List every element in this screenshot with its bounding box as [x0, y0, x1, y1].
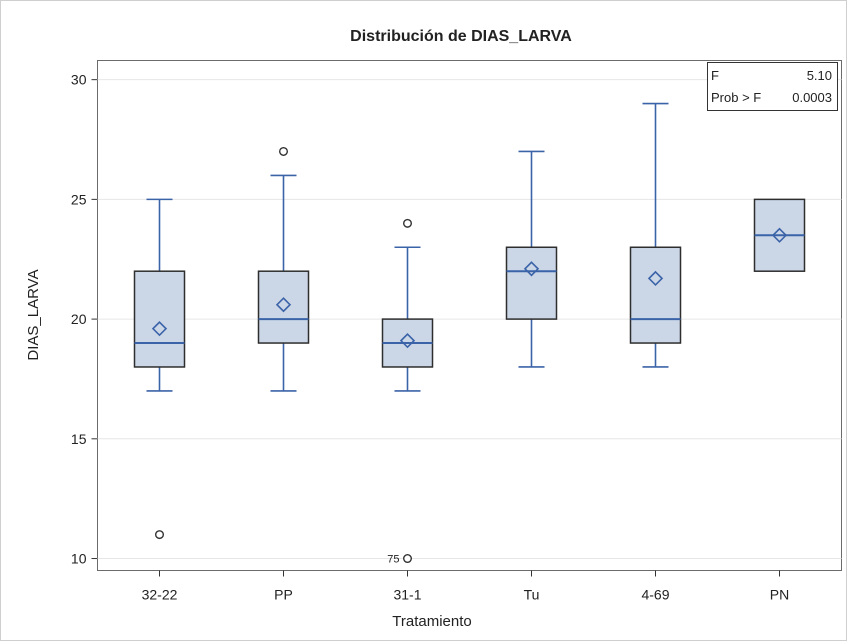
outlier-PP-0: [279, 146, 289, 156]
box-Tu: [505, 246, 558, 320]
y-tick-label-25: 25: [71, 191, 87, 207]
chart-title: Distribución de DIAS_LARVA: [350, 28, 572, 45]
x-axis: 32-22 PP 31-1 Tu 4-69 PN: [142, 570, 789, 603]
x-tick-label-Tu: Tu: [524, 587, 540, 603]
y-axis: 10 15 20 25 30: [71, 72, 98, 567]
x-tick-label-32-22: 32-22: [142, 587, 178, 603]
y-tick-label-10: 10: [71, 551, 87, 567]
box-group-31-1: 75: [381, 218, 434, 566]
outlier-label-31-1-1: 75: [387, 554, 399, 566]
stats-inset: F 5.10 Prob > F 0.0003: [707, 62, 838, 111]
mean-marker-4-69: [647, 270, 664, 287]
mean-marker-Tu: [523, 261, 540, 277]
stats-inset-box: [707, 62, 838, 111]
box-PP: [257, 270, 310, 344]
inset-prob-value: 0.0003: [792, 90, 832, 105]
x-axis-label: Tratamiento: [392, 613, 471, 630]
inset-f-label: F: [711, 68, 719, 83]
box-4-69: [629, 246, 682, 344]
box-group-PN: [753, 198, 806, 272]
mean-marker-PN: [771, 227, 788, 243]
outlier-31-1-1: [403, 554, 413, 564]
inset-f-value: 5.10: [807, 68, 832, 83]
outlier-31-1-0: [403, 218, 413, 228]
y-tick-label-30: 30: [71, 72, 87, 88]
plot-area: [97, 60, 842, 571]
box-series: 75: [133, 102, 806, 566]
outlier-32-22-0: [154, 530, 164, 540]
y-tick-label-15: 15: [71, 431, 87, 447]
inset-prob-label: Prob > F: [711, 90, 761, 105]
x-tick-label-4-69: 4-69: [641, 587, 669, 603]
x-tick-label-PN: PN: [770, 587, 789, 603]
y-tick-label-20: 20: [71, 311, 87, 327]
box-32-22: [133, 270, 186, 368]
mean-marker-PP: [275, 297, 292, 313]
mean-marker-32-22: [151, 321, 168, 337]
x-tick-label-31-1: 31-1: [393, 587, 421, 603]
x-tick-label-PP: PP: [274, 587, 293, 603]
box-group-4-69: [629, 102, 682, 368]
box-group-32-22: [133, 198, 186, 540]
box-group-PP: [257, 146, 310, 392]
box-group-Tu: [505, 150, 558, 368]
y-axis-label: DIAS_LARVA: [25, 269, 42, 360]
mean-marker-31-1: [399, 333, 416, 349]
